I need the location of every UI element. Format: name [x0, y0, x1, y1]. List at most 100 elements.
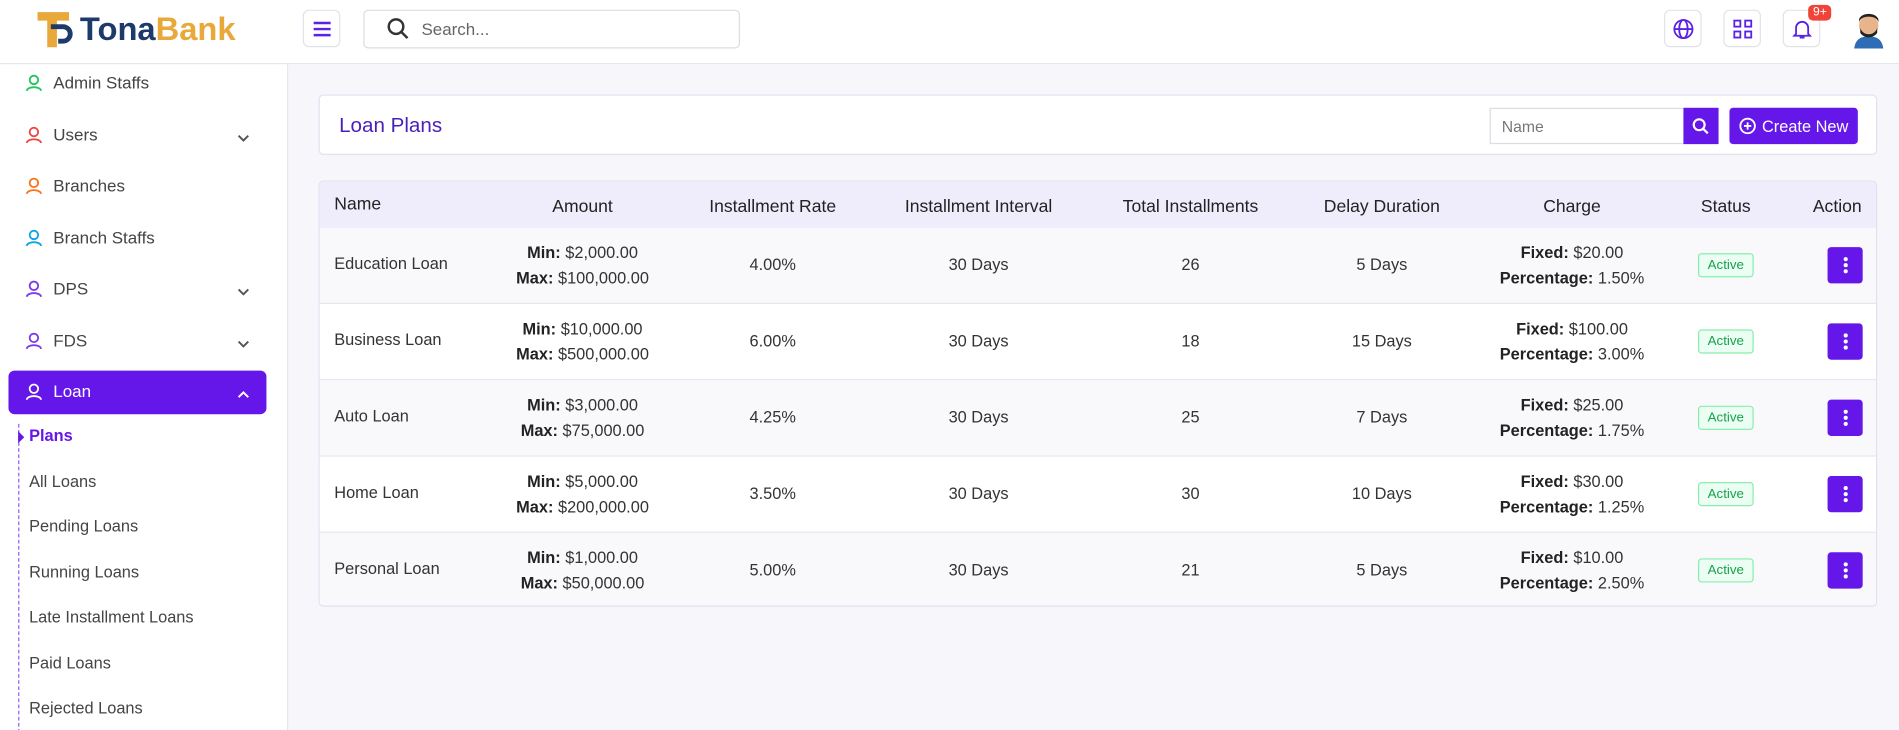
value: $2,000.00: [565, 243, 638, 262]
charge-cell-line: Fixed: $25.00: [1500, 392, 1645, 417]
label: Fixed:: [1520, 243, 1569, 262]
menu-label: Admin Staffs: [53, 72, 150, 93]
menu-chevron: [237, 333, 249, 352]
create-new-button[interactable]: Create New: [1729, 107, 1858, 145]
submenu-item[interactable]: Paid Loans: [29, 653, 111, 673]
amount-cell-line: Max: $500,000.00: [516, 342, 649, 367]
submenu-item[interactable]: Rejected Loans: [29, 698, 143, 717]
filter-search-button[interactable]: [1683, 107, 1719, 145]
charge-cell: Fixed: $30.00 Percentage: 1.25%: [1500, 469, 1645, 520]
amount-cell: Min: $1,000.00 Max: $50,000.00: [521, 545, 645, 596]
total-cell: 18: [1181, 331, 1200, 351]
sidebar: Admin Staffs Users Branches Branch Staffs DP…: [0, 64, 289, 730]
menu-item[interactable]: Branch Staffs: [24, 225, 155, 249]
charge-cell-line: Percentage: 2.50%: [1500, 570, 1645, 595]
submenu-item[interactable]: Pending Loans: [29, 517, 139, 536]
status-badge: Active: [1697, 253, 1754, 278]
avatar[interactable]: [1852, 10, 1886, 49]
amount-cell: Min: $5,000.00 Max: $200,000.00: [516, 469, 649, 520]
label: Max:: [516, 268, 554, 288]
column-header: Installment Rate: [709, 197, 837, 217]
action-button[interactable]: [1827, 475, 1863, 513]
apps-button[interactable]: [1723, 9, 1761, 48]
logo: Tona Bank: [34, 7, 236, 51]
column-header: Name: [334, 194, 382, 215]
column-header: Total Installments: [1122, 197, 1259, 217]
delay-cell: 7 Days: [1356, 408, 1408, 427]
column-header: Delay Duration: [1323, 197, 1440, 217]
label: Percentage:: [1499, 497, 1594, 516]
total-cell: 25: [1181, 408, 1200, 427]
value: $100,000.00: [557, 268, 649, 288]
menu-chevron: [237, 281, 249, 300]
table-row: [319, 532, 1876, 606]
menu-item[interactable]: Users: [24, 122, 98, 146]
loan-name: Auto Loan: [334, 406, 409, 426]
menu-item[interactable]: DPS: [24, 276, 88, 300]
rate-cell: 4.25%: [749, 408, 796, 427]
value: $25.00: [1573, 396, 1624, 415]
charge-cell: Fixed: $100.00 Percentage: 3.00%: [1500, 316, 1645, 367]
submenu-line: [18, 423, 20, 730]
menu-chevron: [237, 127, 249, 146]
label: Percentage:: [1499, 574, 1594, 593]
menu-item[interactable]: Admin Staffs: [24, 70, 149, 94]
language-button[interactable]: [1664, 9, 1702, 48]
name-filter[interactable]: Name: [1489, 107, 1685, 145]
amount-cell-line: Max: $200,000.00: [516, 494, 649, 519]
create-new-label: Create New: [1761, 116, 1849, 136]
amount-cell: Min: $10,000.00 Max: $500,000.00: [516, 316, 649, 367]
menu-item[interactable]: Branches: [24, 173, 125, 197]
rate-cell: 5.00%: [749, 560, 796, 579]
action-button[interactable]: [1827, 552, 1863, 589]
status-badge: Active: [1697, 558, 1754, 583]
page-card: Loan Plans Name Create New: [318, 94, 1878, 156]
action-button[interactable]: [1827, 323, 1863, 360]
value: 2.50%: [1597, 574, 1645, 593]
interval-cell: 30 Days: [948, 408, 1009, 427]
search-box[interactable]: Search...: [363, 9, 740, 49]
label: Min:: [522, 319, 557, 338]
amount-cell: Min: $3,000.00 Max: $75,000.00: [521, 392, 645, 443]
value: $50,000.00: [562, 574, 645, 593]
menu-label: Branch Staffs: [53, 227, 155, 248]
value: $3,000.00: [565, 396, 638, 415]
action-button[interactable]: [1827, 399, 1863, 436]
loan-plans-table: Name Amount Installment Rate Installment In…: [318, 180, 1878, 607]
amount-cell-line: Max: $100,000.00: [516, 265, 649, 290]
label: Min:: [527, 243, 561, 262]
status-badge: Active: [1697, 482, 1754, 507]
amount-cell-line: Min: $2,000.00: [516, 240, 649, 265]
amount-cell-line: Min: $5,000.00: [516, 469, 649, 494]
charge-cell: Fixed: $25.00 Percentage: 1.75%: [1500, 392, 1645, 443]
page-title: Loan Plans: [339, 113, 443, 137]
label: Fixed:: [1516, 319, 1565, 338]
menu-toggle[interactable]: [302, 9, 341, 48]
charge-cell-line: Fixed: $100.00: [1500, 316, 1645, 341]
brand-prefix: Tona: [79, 10, 156, 47]
delay-cell: 10 Days: [1351, 484, 1412, 503]
amount-cell-line: Max: $50,000.00: [521, 570, 645, 595]
action-button[interactable]: [1827, 247, 1863, 284]
interval-cell: 30 Days: [948, 255, 1009, 274]
value: 1.50%: [1597, 268, 1645, 288]
menu-item[interactable]: FDS: [24, 328, 87, 352]
amount-cell-line: Min: $1,000.00: [521, 545, 645, 570]
submenu-item[interactable]: Late Installment Loans: [29, 607, 194, 627]
label: Min:: [527, 548, 561, 567]
total-cell: 30: [1181, 484, 1200, 503]
delay-cell: 5 Days: [1356, 255, 1408, 274]
column-header: Amount: [552, 197, 613, 217]
submenu-item[interactable]: All Loans: [29, 472, 97, 491]
submenu-item[interactable]: Plans: [29, 426, 73, 445]
brand-suffix: Bank: [155, 10, 236, 47]
charge-cell-line: Fixed: $10.00: [1500, 545, 1645, 570]
column-header: Installment Interval: [904, 197, 1053, 217]
submenu-marker: [18, 431, 25, 444]
submenu-item[interactable]: Running Loans: [29, 563, 140, 582]
menu-item[interactable]: Loan: [24, 379, 91, 403]
label: Percentage:: [1499, 345, 1594, 364]
label: Min:: [527, 396, 561, 415]
table-row: [319, 380, 1876, 457]
